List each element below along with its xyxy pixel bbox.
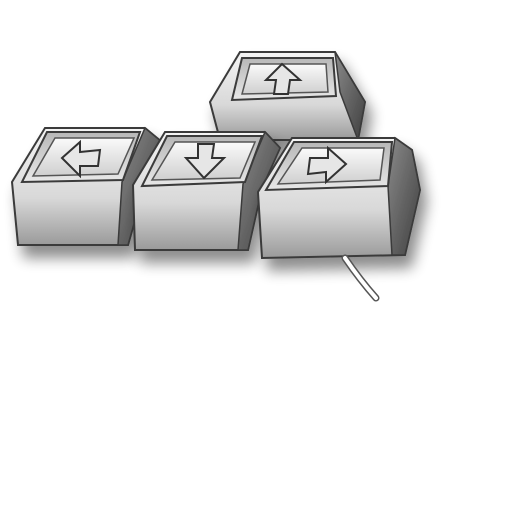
arrow-right-icon xyxy=(306,145,348,185)
keycap-right xyxy=(256,136,422,260)
keycap-up xyxy=(208,51,367,143)
arrow-left-icon xyxy=(60,139,102,179)
arrow-down-icon xyxy=(183,143,227,180)
arrow-up-icon xyxy=(263,62,303,95)
